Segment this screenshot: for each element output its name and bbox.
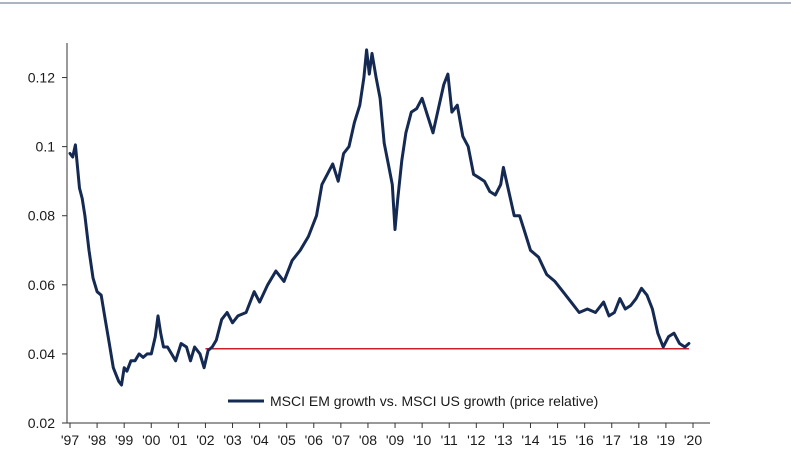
x-axis-ticks: '97 '98 '99 '00 '01 '02 '03 '04 '05 '06 '07 '08 '09 '… xyxy=(61,423,702,448)
series-line xyxy=(68,48,691,387)
x-tick-label: '05 xyxy=(278,432,296,448)
x-tick-label: '13 xyxy=(494,432,512,448)
plot-area xyxy=(68,48,691,387)
x-tick-label: '20 xyxy=(684,432,702,448)
x-tick-label: '19 xyxy=(657,432,675,448)
x-tick-label: '10 xyxy=(413,432,431,448)
y-axis-ticks: 0.02 0.04 0.06 0.08 0.1 0.12 xyxy=(28,70,67,431)
x-tick-label: '09 xyxy=(386,432,404,448)
y-tick-label: 0.06 xyxy=(28,277,55,293)
x-tick-label: '18 xyxy=(630,432,648,448)
x-tick-label: '17 xyxy=(603,432,621,448)
x-tick-label: '14 xyxy=(521,432,539,448)
x-tick-label: '01 xyxy=(169,432,187,448)
x-tick-label: '02 xyxy=(196,432,214,448)
x-tick-label: '98 xyxy=(88,432,106,448)
x-tick-label: '11 xyxy=(441,432,458,448)
legend-label: MSCI EM growth vs. MSCI US growth (price… xyxy=(270,393,598,409)
legend: MSCI EM growth vs. MSCI US growth (price… xyxy=(228,393,598,409)
x-tick-label: '00 xyxy=(142,432,160,448)
x-tick-label: '08 xyxy=(359,432,377,448)
y-tick-label: 0.04 xyxy=(28,346,55,362)
x-tick-label: '99 xyxy=(115,432,133,448)
x-tick-label: '15 xyxy=(548,432,566,448)
y-tick-label: 0.12 xyxy=(28,70,55,86)
x-tick-label: '06 xyxy=(305,432,323,448)
x-tick-label: '97 xyxy=(61,432,79,448)
x-tick-label: '12 xyxy=(467,432,485,448)
y-tick-label: 0.02 xyxy=(28,415,55,431)
x-tick-label: '04 xyxy=(250,432,268,448)
y-tick-label: 0.08 xyxy=(28,208,55,224)
x-tick-label: '16 xyxy=(576,432,594,448)
x-tick-label: '03 xyxy=(223,432,241,448)
y-tick-label: 0.1 xyxy=(36,139,56,155)
x-tick-label: '07 xyxy=(332,432,350,448)
